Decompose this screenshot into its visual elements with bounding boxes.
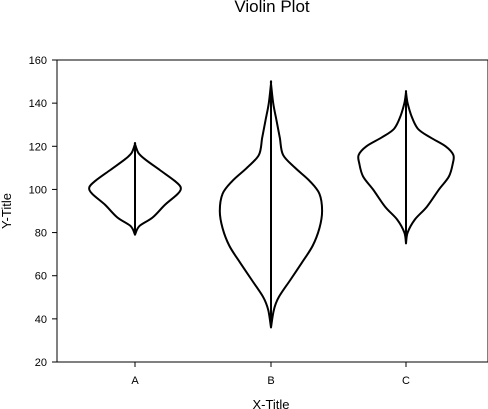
x-tick-label: B xyxy=(267,375,274,387)
x-axis-title: X-Title xyxy=(252,397,289,409)
y-tick-label: 40 xyxy=(35,314,47,326)
violins xyxy=(88,80,455,329)
violin-B xyxy=(218,80,324,329)
violin-body xyxy=(357,90,455,245)
x-tick-label: C xyxy=(402,375,410,387)
y-tick-label: 160 xyxy=(29,55,47,67)
y-tick-label: 100 xyxy=(29,184,47,196)
violin-A xyxy=(88,142,182,236)
y-tick-label: 60 xyxy=(35,271,47,283)
y-tick-label: 120 xyxy=(29,141,47,153)
violin-body xyxy=(218,80,324,329)
violin-C xyxy=(357,90,455,245)
plot-frame xyxy=(56,59,488,363)
y-tick-label: 140 xyxy=(29,98,47,110)
x-axis: A B C xyxy=(131,362,410,387)
y-axis-title: Y-Title xyxy=(0,193,14,229)
chart-title: Violin Plot xyxy=(234,0,310,16)
y-tick-label: 20 xyxy=(35,357,47,369)
violin-body xyxy=(88,142,182,236)
x-tick-label: A xyxy=(131,375,139,387)
y-tick-label: 80 xyxy=(35,228,47,240)
y-axis: 20 40 60 80 100 120 140 160 xyxy=(29,55,57,369)
